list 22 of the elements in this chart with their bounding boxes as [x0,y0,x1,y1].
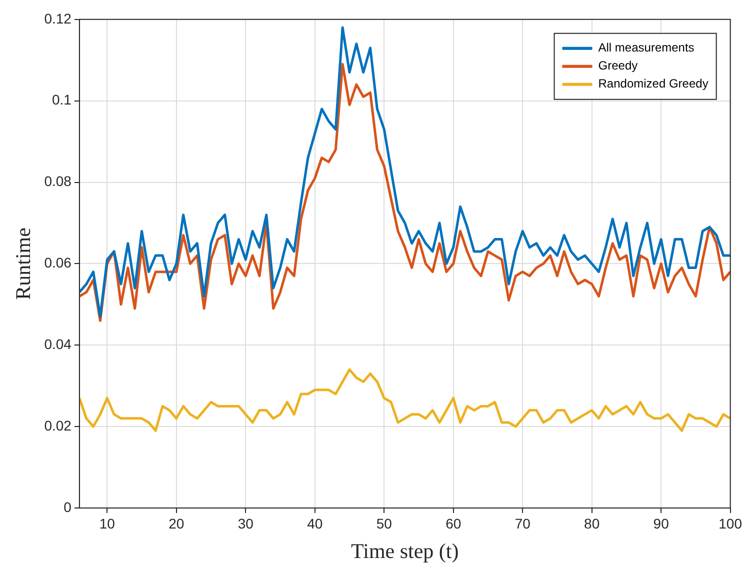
x-tick-label: 10 [99,515,116,532]
y-tick-label: 0.02 [44,417,72,434]
x-tick-label: 100 [718,515,742,532]
y-tick-label: 0 [64,498,72,515]
x-tick-label: 80 [584,515,600,532]
x-axis-title: Time step (t) [351,538,459,563]
y-tick-label: 0.12 [44,10,72,26]
y-axis-title: Runtime [11,228,36,300]
y-tick-label: 0.06 [44,254,72,271]
x-tick-label: 50 [376,515,392,532]
legend-label: All measurements [598,40,694,55]
legend-label: Greedy [598,58,638,73]
x-tick-label: 20 [168,515,184,532]
y-tick-label: 0.08 [44,173,72,190]
x-tick-label: 30 [238,515,254,532]
legend-label: Randomized Greedy [598,76,708,91]
y-tick-label: 0.04 [44,336,72,352]
x-tick-label: 90 [653,515,670,532]
x-tick-label: 40 [307,515,323,532]
y-tick-label: 0.1 [52,92,72,108]
x-tick-label: 70 [514,515,531,532]
x-tick-label: 60 [446,515,462,532]
